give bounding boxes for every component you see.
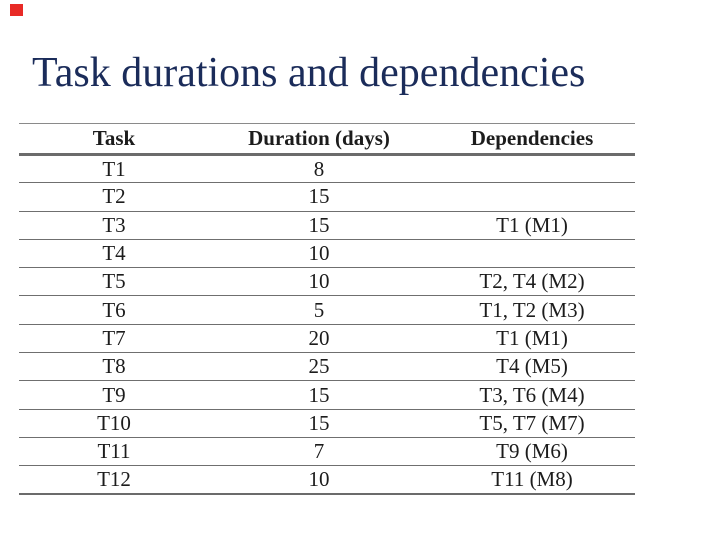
task-table: Task Duration (days) Dependencies T1 8 T… bbox=[19, 123, 635, 495]
table-row: T7 20 T1 (M1) bbox=[19, 324, 635, 353]
table-row: T2 15 bbox=[19, 183, 635, 212]
task-cell: T9 bbox=[102, 382, 126, 407]
table-row: T12 10 T11 (M8) bbox=[19, 466, 635, 495]
header-row: Task Duration (days) Dependencies bbox=[19, 124, 635, 155]
dependencies-cell bbox=[429, 155, 635, 183]
column-header-dependencies: Dependencies bbox=[470, 126, 594, 150]
task-cell: T1 bbox=[102, 156, 126, 181]
duration-cell: 15 bbox=[308, 184, 330, 209]
duration-cell: 15 bbox=[308, 382, 330, 407]
task-cell: T12 bbox=[97, 467, 131, 492]
duration-cell: 10 bbox=[308, 269, 330, 294]
column-header-duration: Duration (days) bbox=[248, 126, 390, 150]
dependencies-cell: T1, T2 (M3) bbox=[479, 297, 585, 322]
table-header: Task Duration (days) Dependencies bbox=[19, 124, 635, 155]
slide-title: Task durations and dependencies bbox=[32, 50, 586, 96]
duration-cell: 8 bbox=[313, 156, 325, 181]
column-header-task: Task bbox=[92, 126, 136, 150]
table-row: T5 10 T2, T4 (M2) bbox=[19, 268, 635, 296]
task-cell: T4 bbox=[102, 241, 126, 266]
duration-cell: 20 bbox=[308, 325, 330, 350]
task-cell: T3 bbox=[102, 212, 126, 237]
table-row: T10 15 T5, T7 (M7) bbox=[19, 409, 635, 438]
duration-cell: 25 bbox=[308, 354, 330, 379]
duration-cell: 15 bbox=[308, 212, 330, 237]
table-row: T6 5 T1, T2 (M3) bbox=[19, 296, 635, 325]
table-row: T9 15 T3, T6 (M4) bbox=[19, 381, 635, 410]
table-body: T1 8 T2 15 T3 15 T1 (M1) T4 10 T5 10 bbox=[19, 155, 635, 495]
task-cell: T7 bbox=[102, 325, 126, 350]
task-cell: T11 bbox=[97, 439, 131, 464]
task-cell: T8 bbox=[102, 354, 126, 379]
dependencies-cell: T1 (M1) bbox=[496, 212, 568, 237]
dependencies-cell: T4 (M5) bbox=[496, 354, 568, 379]
duration-cell: 10 bbox=[308, 241, 330, 266]
dependencies-cell bbox=[429, 183, 635, 211]
dependencies-cell: T3, T6 (M4) bbox=[479, 382, 585, 407]
task-cell: T10 bbox=[97, 410, 131, 435]
dependencies-cell: T1 (M1) bbox=[496, 325, 568, 350]
dependencies-cell: T5, T7 (M7) bbox=[479, 410, 585, 435]
duration-cell: 5 bbox=[313, 297, 325, 322]
dependencies-cell: T2, T4 (M2) bbox=[479, 269, 585, 294]
dependencies-cell: T9 (M6) bbox=[496, 439, 568, 464]
table-row: T1 8 bbox=[19, 155, 635, 183]
task-cell: T5 bbox=[102, 269, 126, 294]
duration-cell: 7 bbox=[313, 439, 325, 464]
task-cell: T2 bbox=[102, 184, 126, 209]
dependencies-cell bbox=[429, 239, 635, 267]
red-marker bbox=[10, 4, 23, 16]
table-row: T11 7 T9 (M6) bbox=[19, 437, 635, 466]
duration-cell: 10 bbox=[308, 467, 330, 492]
duration-cell: 15 bbox=[308, 410, 330, 435]
table-row: T3 15 T1 (M1) bbox=[19, 211, 635, 240]
table-row: T4 10 bbox=[19, 239, 635, 268]
task-cell: T6 bbox=[102, 297, 126, 322]
dependencies-cell: T11 (M8) bbox=[491, 467, 573, 492]
table-row: T8 25 T4 (M5) bbox=[19, 353, 635, 381]
